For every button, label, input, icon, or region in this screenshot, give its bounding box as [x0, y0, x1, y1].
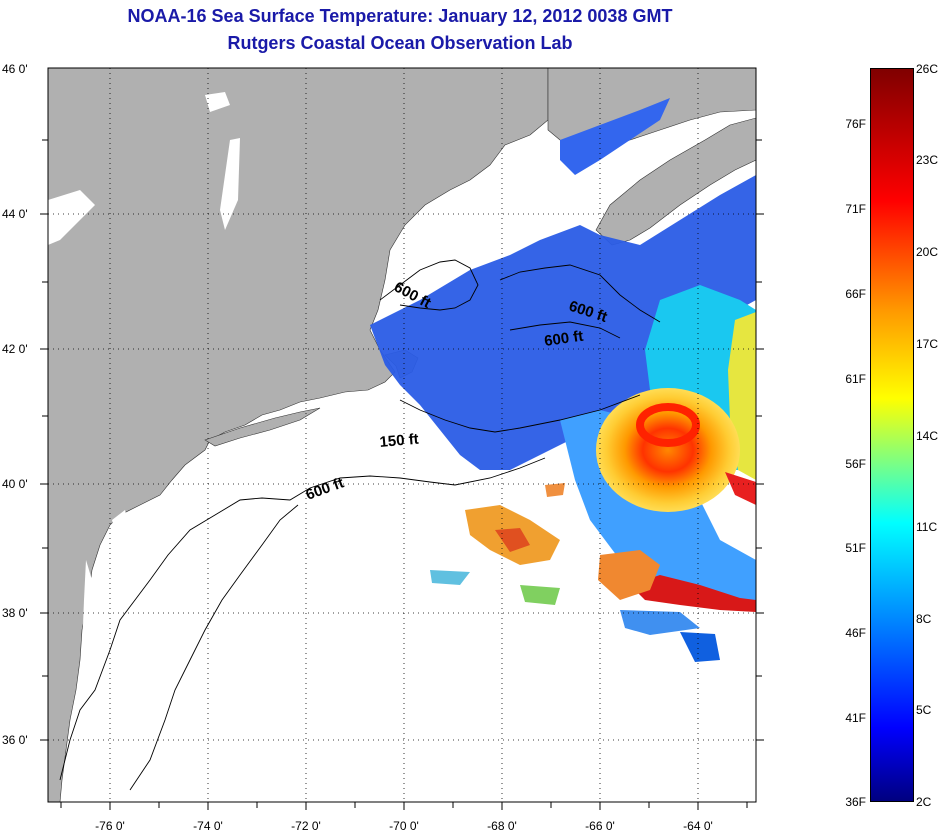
contour-label: 600 ft	[543, 328, 584, 350]
sst-bay-of-fundy	[560, 98, 670, 175]
land-mainland	[48, 68, 549, 802]
axis-ticks	[40, 139, 764, 810]
colorbar-fahrenheit-label: 76F	[845, 117, 866, 131]
colorbar-celsius-label: 23C	[916, 153, 939, 167]
lat-label: 36 0'	[2, 733, 28, 747]
water-delaware-bay	[112, 510, 130, 545]
water-lake	[205, 92, 230, 112]
sst-patch	[430, 570, 470, 585]
lat-label: 42 0'	[2, 342, 28, 356]
sst-warm-patch	[598, 550, 660, 600]
lon-label: -76 0'	[95, 819, 125, 833]
sst-patch	[520, 585, 560, 605]
colorbar-fahrenheit-label: 51F	[845, 541, 866, 555]
colorbar-celsius-label: 17C	[916, 337, 939, 351]
sst-patch	[620, 610, 700, 635]
colorbar-celsius-label: 26C	[916, 62, 939, 76]
lon-label: -72 0'	[291, 819, 321, 833]
sst-patch	[495, 528, 530, 552]
graticule	[48, 68, 756, 802]
contour-label: 150 ft	[379, 431, 420, 451]
bathymetry-contours	[59, 259, 661, 791]
lon-label: -74 0'	[193, 819, 223, 833]
land-long-island	[204, 407, 321, 447]
lon-label: -66 0'	[585, 819, 615, 833]
water-lake	[48, 190, 95, 245]
colorbar-celsius-label: 8C	[916, 612, 932, 626]
sst-gulf-stream	[725, 472, 756, 505]
sst-gulf-stream-2	[630, 575, 756, 612]
colorbar-fahrenheit-label: 41F	[845, 711, 866, 725]
lat-label: 44 0'	[2, 207, 28, 221]
lon-label: -70 0'	[389, 819, 419, 833]
colorbar-celsius-label: 2C	[916, 795, 932, 809]
temperature-colorbar	[870, 68, 914, 802]
sst-patch	[545, 483, 565, 497]
lon-label: -68 0'	[487, 819, 517, 833]
water-chesapeake	[80, 560, 95, 720]
colorbar-celsius-label: 5C	[916, 703, 932, 717]
colorbar-fahrenheit-label: 46F	[845, 626, 866, 640]
sst-warm-eddy	[596, 388, 740, 512]
colorbar-fahrenheit-label: 71F	[845, 202, 866, 216]
colorbar-fahrenheit-label: 36F	[845, 795, 866, 809]
colorbar-fahrenheit-label: 61F	[845, 372, 866, 386]
land-nova-scotia	[595, 117, 756, 246]
map-subtitle: Rutgers Coastal Ocean Observation Lab	[227, 33, 573, 53]
sst-patch	[680, 632, 720, 662]
colorbar-celsius-label: 11C	[916, 520, 938, 534]
colorbar-celsius-label: 20C	[916, 245, 939, 259]
lat-label: 40 0'	[2, 477, 28, 491]
lat-label: 38 0'	[2, 606, 28, 620]
colorbar-fahrenheit-label: 56F	[845, 457, 866, 471]
map-title: NOAA-16 Sea Surface Temperature: January…	[127, 6, 673, 26]
colorbar-celsius-label: 14C	[916, 429, 939, 443]
lon-label: -64 0'	[683, 819, 713, 833]
map-frame	[47, 67, 757, 803]
sst-eddy-core	[636, 403, 700, 447]
water-lake	[220, 138, 240, 230]
colorbar-fahrenheit-label: 66F	[845, 287, 866, 301]
lat-label: 46 0'	[2, 62, 28, 76]
